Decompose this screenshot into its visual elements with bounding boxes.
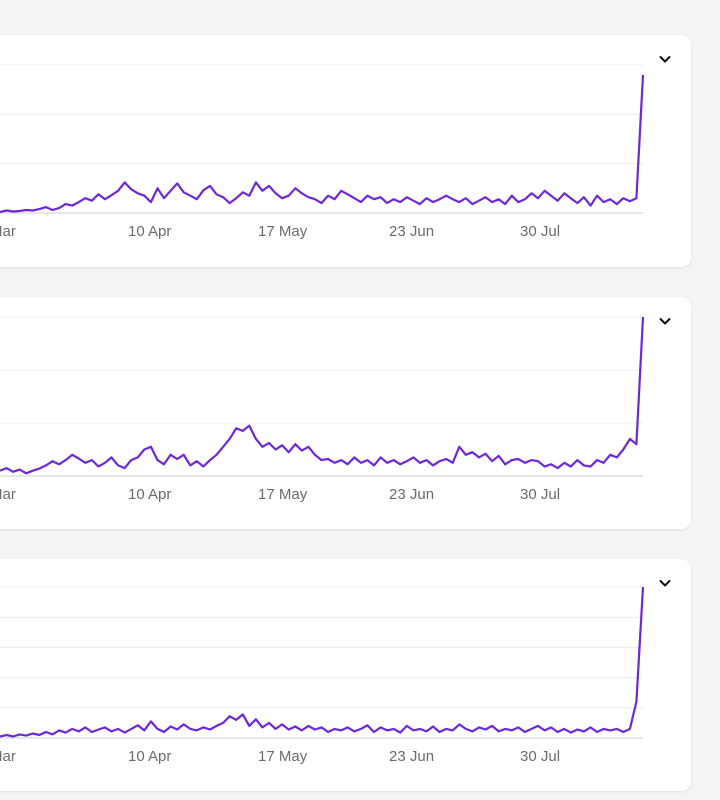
x-tick-label: 10 Apr — [128, 486, 171, 503]
chart-card — [0, 297, 691, 529]
x-tick-label: 30 Jul — [520, 748, 560, 765]
x-tick-label: 30 Jul — [520, 486, 560, 503]
x-tick-label: 10 Apr — [128, 223, 171, 240]
line-chart: Mar 10 Apr 17 May 23 Jun 30 Jul — [0, 64, 645, 240]
series-line — [0, 316, 645, 475]
x-tick-label: Mar — [0, 223, 16, 240]
x-tick-label: 23 Jun — [389, 223, 434, 240]
line-chart: Mar 10 Apr 17 May 23 Jun 30 Jul — [0, 586, 645, 765]
chevron-down-icon[interactable] — [657, 51, 673, 67]
series-line — [0, 74, 645, 214]
x-tick-label: 17 May — [258, 486, 308, 503]
x-tick-label: 10 Apr — [128, 748, 171, 765]
x-tick-label: Mar — [0, 486, 16, 503]
series-line — [0, 586, 645, 738]
chart-card — [0, 35, 691, 267]
x-tick-label: 23 Jun — [389, 486, 434, 503]
x-tick-label: 17 May — [258, 223, 308, 240]
x-tick-label: Mar — [0, 748, 16, 765]
chart-card — [0, 559, 691, 791]
x-tick-label: 23 Jun — [389, 748, 434, 765]
x-tick-label: 30 Jul — [520, 223, 560, 240]
chevron-down-icon[interactable] — [657, 313, 673, 329]
x-tick-label: 17 May — [258, 748, 308, 765]
chevron-down-icon[interactable] — [657, 575, 673, 591]
line-chart: Mar 10 Apr 17 May 23 Jun 30 Jul — [0, 316, 645, 503]
